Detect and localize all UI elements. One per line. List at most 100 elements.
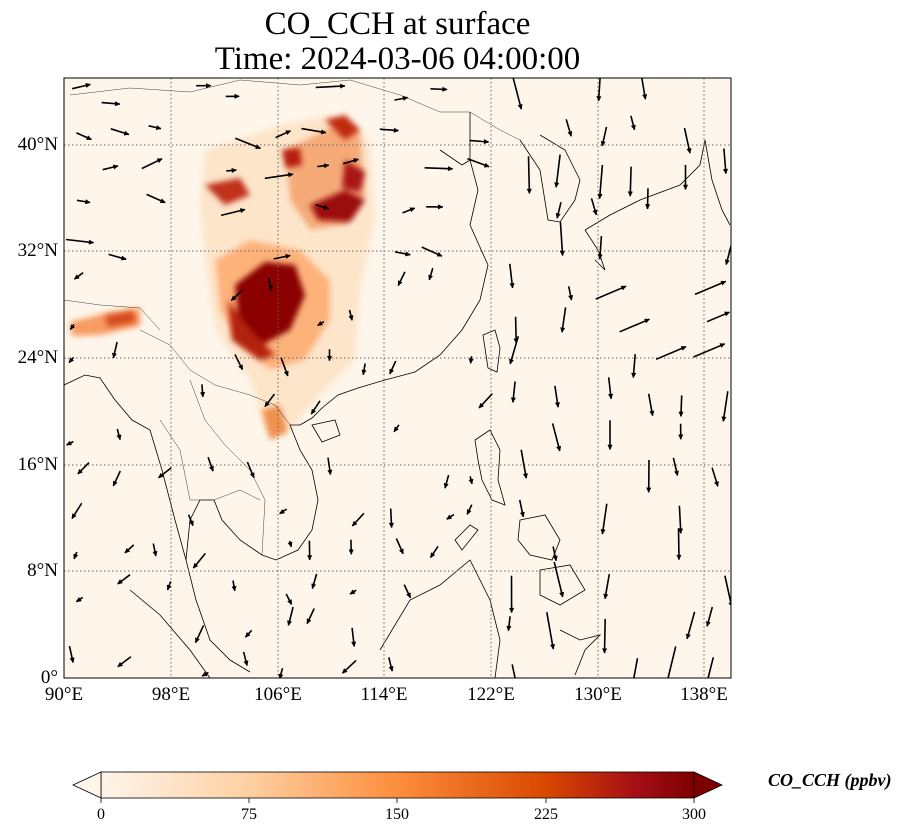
wind-vector-head xyxy=(192,562,199,569)
core-myanmar xyxy=(105,311,136,327)
wind-vector xyxy=(520,449,528,479)
border-myanmar-thailand xyxy=(159,419,200,501)
wind-vector-head xyxy=(88,239,95,245)
wind-vector-head xyxy=(86,135,93,140)
wind-vector-head xyxy=(602,648,608,654)
wind-vector xyxy=(677,528,680,560)
wind-vector xyxy=(509,335,520,365)
wind-vector-head xyxy=(348,315,354,321)
wind-vector-head xyxy=(264,401,270,408)
wind-vector-head xyxy=(526,188,532,195)
wind-vector-head xyxy=(155,125,162,131)
lon-tick-106e: 106°E xyxy=(254,684,302,705)
lon-tick-90e: 90°E xyxy=(44,684,84,705)
wind-vector-head xyxy=(85,82,92,88)
colorbar-tick-150: 150 xyxy=(385,806,409,823)
wind-vector xyxy=(619,318,650,333)
wind-vector-head xyxy=(73,274,80,280)
wind-vector xyxy=(722,391,729,422)
wind-vector-head xyxy=(428,274,434,281)
border-indochina xyxy=(189,379,266,556)
wind-vector-head xyxy=(607,393,614,400)
co-plume-cores xyxy=(105,115,365,440)
lat-tick-16n: 16°N xyxy=(17,454,58,475)
wind-vector-head xyxy=(77,468,83,475)
core-north2 xyxy=(325,115,360,140)
wind-vector-head xyxy=(283,370,289,377)
wind-vector-head xyxy=(559,250,565,257)
wind-vector xyxy=(655,345,687,361)
wind-vector-head xyxy=(327,469,333,476)
lat-tick-24n: 24°N xyxy=(17,347,58,368)
lon-tick-114e: 114°E xyxy=(360,684,408,705)
wind-vector-head xyxy=(592,209,598,216)
wind-vector-head xyxy=(112,164,119,170)
coast-hainan xyxy=(311,419,341,443)
colorbar xyxy=(72,771,723,803)
wind-vector-head xyxy=(66,440,73,446)
wind-vector-head xyxy=(349,589,356,595)
wind-vector-head xyxy=(509,607,515,614)
wind-vector-head xyxy=(430,552,436,559)
wind-vector-head xyxy=(268,285,274,291)
wind-vector-head xyxy=(677,528,684,534)
border-korea-china xyxy=(469,111,521,141)
border-china-south xyxy=(139,329,291,426)
wind-vector-head xyxy=(600,529,606,535)
wind-vector-head xyxy=(466,509,472,515)
wind-vector-head xyxy=(114,101,121,107)
borders xyxy=(64,79,521,556)
wind-vector-head xyxy=(245,631,251,638)
wind-vector xyxy=(546,612,555,650)
wind-vector-head xyxy=(285,253,291,259)
wind-vector-head xyxy=(159,198,166,203)
core-sichuan-edge xyxy=(228,300,275,360)
wind-vector-head xyxy=(231,167,238,174)
wind-vector-head xyxy=(111,352,117,359)
lon-tick-138e: 138°E xyxy=(680,684,728,705)
wind-vector-head xyxy=(120,255,127,261)
wind-vector-head xyxy=(406,592,411,599)
wind-vector-head xyxy=(603,593,609,600)
colorbar-label: CO_CCH (ppbv) xyxy=(768,770,892,790)
wind-vector xyxy=(595,285,627,300)
wind-vector-head xyxy=(567,131,573,137)
wind-vector-head xyxy=(361,369,367,376)
wind-vector-head xyxy=(646,487,652,493)
border-china-mongolia xyxy=(69,79,470,113)
wind-vector-head xyxy=(468,478,474,485)
coast-mindanao xyxy=(539,564,586,606)
coast-luzon xyxy=(474,429,506,506)
colorbar-tick-225: 225 xyxy=(534,806,558,823)
wind-vector-head xyxy=(631,372,637,379)
wind-vector-head xyxy=(73,553,79,560)
colorbar-tick-0: 0 xyxy=(97,806,105,823)
wind-vector-head xyxy=(438,204,444,210)
lat-tick-32n: 32°N xyxy=(17,240,58,261)
lat-tick-0: 0° xyxy=(40,667,58,688)
core-sichuan xyxy=(235,262,305,345)
wind-vector xyxy=(315,85,345,89)
wind-vector-head xyxy=(317,320,324,326)
wind-vector-head xyxy=(724,311,731,317)
lon-tick-130e: 130°E xyxy=(574,684,622,705)
wind-vector-head xyxy=(443,482,449,489)
coast-vietnam xyxy=(261,424,319,561)
wind-vector-head xyxy=(554,182,560,188)
colorbar-tick-75: 75 xyxy=(241,806,257,823)
wind-vector-head xyxy=(287,172,294,178)
wind-vector-head xyxy=(554,402,560,408)
wind-vector-head xyxy=(721,416,727,422)
wind-vector-head xyxy=(665,677,667,678)
coast-kyushu xyxy=(584,229,606,271)
wind-vector-head xyxy=(680,346,687,351)
coast-philippines-south xyxy=(517,514,561,561)
wind-vector-head xyxy=(556,445,562,452)
wind-vector-head xyxy=(552,555,558,562)
wind-vector-head xyxy=(152,550,158,557)
wind-vector-head xyxy=(446,514,453,520)
wind-vector-head xyxy=(195,637,200,644)
wind-vector-head xyxy=(568,294,574,301)
wind-vector-head xyxy=(676,554,682,561)
map-frame xyxy=(63,77,732,679)
